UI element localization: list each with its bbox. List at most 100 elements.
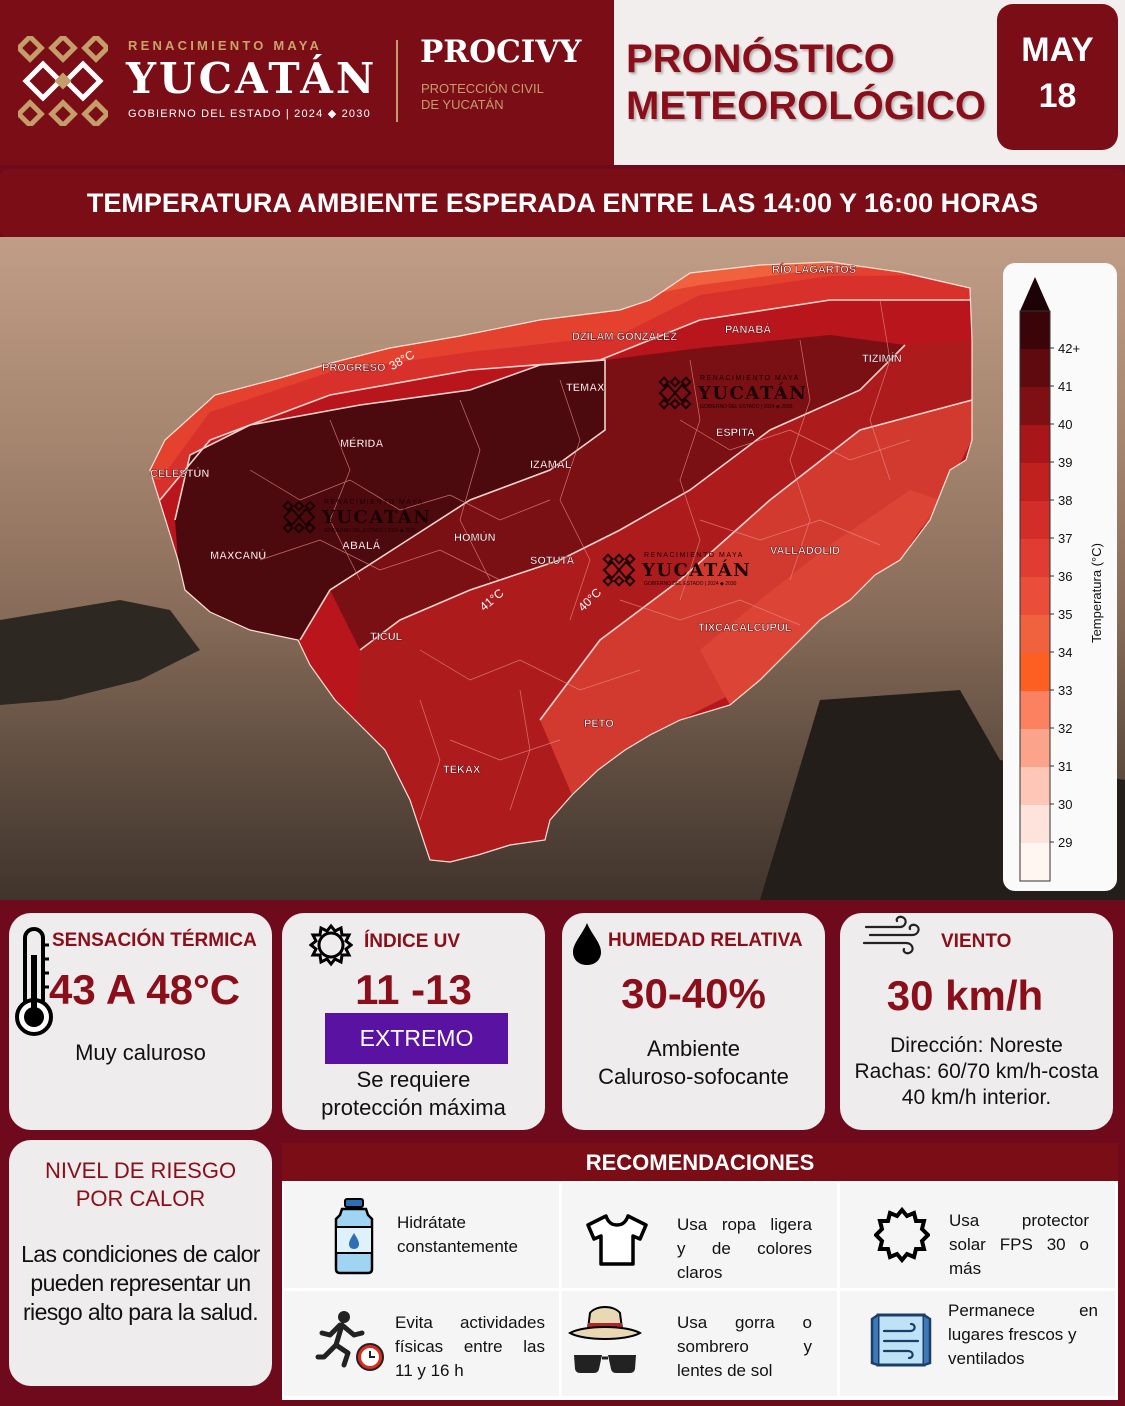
colorbar-tick-label: 31 (1058, 759, 1072, 774)
uv-title: ÍNDICE UV (364, 931, 461, 952)
place-label: VALLADOLID (770, 545, 840, 557)
sun-icon (309, 923, 353, 967)
place-label: PANABÁ (725, 323, 771, 336)
agency-subtitle: PROTECCIÓN CIVIL DE YUCATÁN (421, 81, 601, 113)
colorbar-cell (1020, 615, 1050, 654)
recommendation-text: Usa gorra o sombrero y lentes de sol (677, 1311, 812, 1383)
colorbar-tick-label: 36 (1058, 569, 1072, 584)
rec-line: sombrero y (677, 1337, 812, 1356)
watermark-subtitle: GOBIERNO DEL ESTADO | 2024 ◆ 2030 (324, 528, 417, 534)
rec-line: más (949, 1259, 982, 1278)
humidity-title: HUMEDAD RELATIVA (608, 930, 803, 951)
wind-details: Dirección: Noreste Rachas: 60/70 km/h-co… (840, 1033, 1113, 1111)
place-label: DZILAM GONZÁLEZ (572, 330, 677, 343)
colorbar-cell (1020, 805, 1050, 844)
watermark-tagline: RENACIMIENTO MAYA (324, 499, 424, 506)
colorbar-frame (1019, 310, 1051, 882)
recommendation-text: Usa ropa ligera y de colores claros (677, 1213, 812, 1285)
colorbar-cell (1020, 843, 1050, 882)
risk-description: Las condiciones de calor pueden represen… (9, 1240, 272, 1327)
legend-axis-label: Temperatura (°C) (1089, 543, 1104, 643)
uv-description: Se requiere protección máxima (282, 1066, 545, 1122)
date-month: MAY (1021, 31, 1094, 69)
wind-card: VIENTO 30 km/h Dirección: Noreste Rachas… (840, 913, 1113, 1130)
humidity-value: 30-40% (621, 970, 766, 1017)
rec-line: físicas entre las (395, 1337, 545, 1356)
title-line-2: METEOROLÓGICO (626, 84, 986, 128)
subtitle-banner: TEMPERATURA AMBIENTE ESPERADA ENTRE LAS … (0, 169, 1125, 237)
land-silhouette (0, 600, 200, 705)
place-label: CELESTÚN (150, 467, 209, 480)
colorbar-cell (1020, 501, 1050, 540)
colorbar-cell (1020, 691, 1050, 730)
humidity-desc-line-1: Ambiente (647, 1036, 740, 1061)
rec-line: 11 y 16 h (395, 1361, 464, 1380)
title-line-1: PRONÓSTICO (626, 37, 895, 81)
recommendation-text: Permanece en lugares frescos y ventilado… (948, 1299, 1098, 1371)
risk-title-line-2: POR CALOR (75, 1186, 206, 1211)
recommendation-avoid-activity: Evita actividades físicas entre las 11 y… (284, 1291, 559, 1396)
place-label: ABALÁ (342, 539, 381, 552)
temperature-map: RÍO LAGARTOS PANABÁ DZILAM GONZÁLEZ TIZIMÍN… (0, 237, 1125, 900)
heat-risk-card: NIVEL DE RIESGO POR CALOR Las condicione… (9, 1140, 272, 1386)
recommendation-hat-sunglasses: Usa gorra o sombrero y lentes de sol (562, 1291, 837, 1396)
temperature-legend: 42+ 41 40 39 38 37 36 35 34 33 32 31 30 29 Temperatur… (1003, 263, 1117, 891)
logo-government: GOBIERNO DEL ESTADO | 2024 ◆ 2030 (128, 108, 371, 120)
recommendations-title: RECOMENDACIONES (282, 1143, 1118, 1181)
thermometer-icon (15, 927, 53, 1036)
colorbar-tick-label: 41 (1058, 379, 1072, 394)
watermark-tagline: RENACIMIENTO MAYA (700, 375, 800, 382)
header: RENACIMIENTO MAYA YUCATÁN GOBIERNO DEL E… (0, 0, 1125, 165)
colorbar-cell (1020, 311, 1050, 350)
place-label: PROGRESO (322, 362, 386, 374)
place-labels: RÍO LAGARTOS PANABÁ DZILAM GONZÁLEZ TIZIMÍN… (150, 263, 902, 777)
place-label: MAXCANÚ (210, 549, 266, 562)
state-outline (149, 261, 973, 863)
colorbar-tick-label: 32 (1058, 721, 1072, 736)
rec-line: lugares frescos y (948, 1325, 1077, 1344)
colorbar-tick-label: 37 (1058, 531, 1072, 546)
place-label: TEKAX (443, 764, 481, 776)
wind-gusts-interior: 40 km/h interior. (901, 1086, 1052, 1109)
wind-direction: Dirección: Noreste (890, 1034, 1063, 1057)
wind-title: VIENTO (941, 931, 1012, 952)
risk-line-1: Las condiciones de calor (21, 1241, 260, 1267)
colorbar-cell (1020, 425, 1050, 464)
date-day: 18 (1038, 77, 1077, 115)
recommendation-text: Usa protector solar FPS 30 o más (949, 1209, 1089, 1281)
place-label: RÍO LAGARTOS (772, 263, 856, 276)
date-badge: MAY 18 (997, 4, 1118, 150)
risk-line-2: pueden representar un (30, 1270, 251, 1296)
water-bottle-icon (334, 1198, 374, 1275)
watermark-title: YUCATÁN (697, 381, 807, 404)
maya-logo-icon (282, 500, 316, 534)
place-label: SOTUTA (530, 555, 574, 567)
watermark-title: YUCATÁN (321, 505, 431, 528)
page-title: PRONÓSTICO METEOROLÓGICO (626, 36, 996, 130)
rec-line: solar FPS 30 o (949, 1235, 1089, 1254)
wind-gusts-coast: Rachas: 60/70 km/h-costa (854, 1060, 1099, 1083)
colorbar-tick-label: 34 (1058, 645, 1072, 660)
risk-title-line-1: NIVEL DE RIESGO (44, 1158, 237, 1183)
sun-icon (874, 1207, 930, 1263)
thermal-sensation-card: SENSACIÓN TÉRMICA 43 A 48°C Muy caluroso (9, 913, 272, 1130)
window-icon (870, 1313, 932, 1367)
humidity-card: HUMEDAD RELATIVA 30-40% Ambiente Caluros… (562, 913, 825, 1130)
place-label: IZAMAL (530, 459, 572, 471)
uv-value: 11 -13 (355, 966, 472, 1013)
rec-line: Permanece en (948, 1301, 1098, 1320)
hat-sunglasses-icon (568, 1306, 642, 1373)
colorbar-tick-label: 42+ (1058, 341, 1080, 356)
water-drop-icon (573, 923, 601, 965)
rec-line: y de colores (677, 1239, 812, 1258)
maya-logo-icon (602, 553, 636, 587)
wind-icon (862, 915, 920, 955)
watermark-tagline: RENACIMIENTO MAYA (644, 552, 744, 559)
rec-line: Usa gorra o (677, 1313, 812, 1332)
watermark-title: YUCATÁN (641, 558, 751, 581)
humidity-description: Ambiente Caluroso-sofocante (562, 1035, 825, 1091)
government-brand: RENACIMIENTO MAYA YUCATÁN GOBIERNO DEL E… (0, 0, 614, 165)
place-label: ESPITA (716, 427, 755, 439)
maya-logo-icon (18, 36, 108, 126)
